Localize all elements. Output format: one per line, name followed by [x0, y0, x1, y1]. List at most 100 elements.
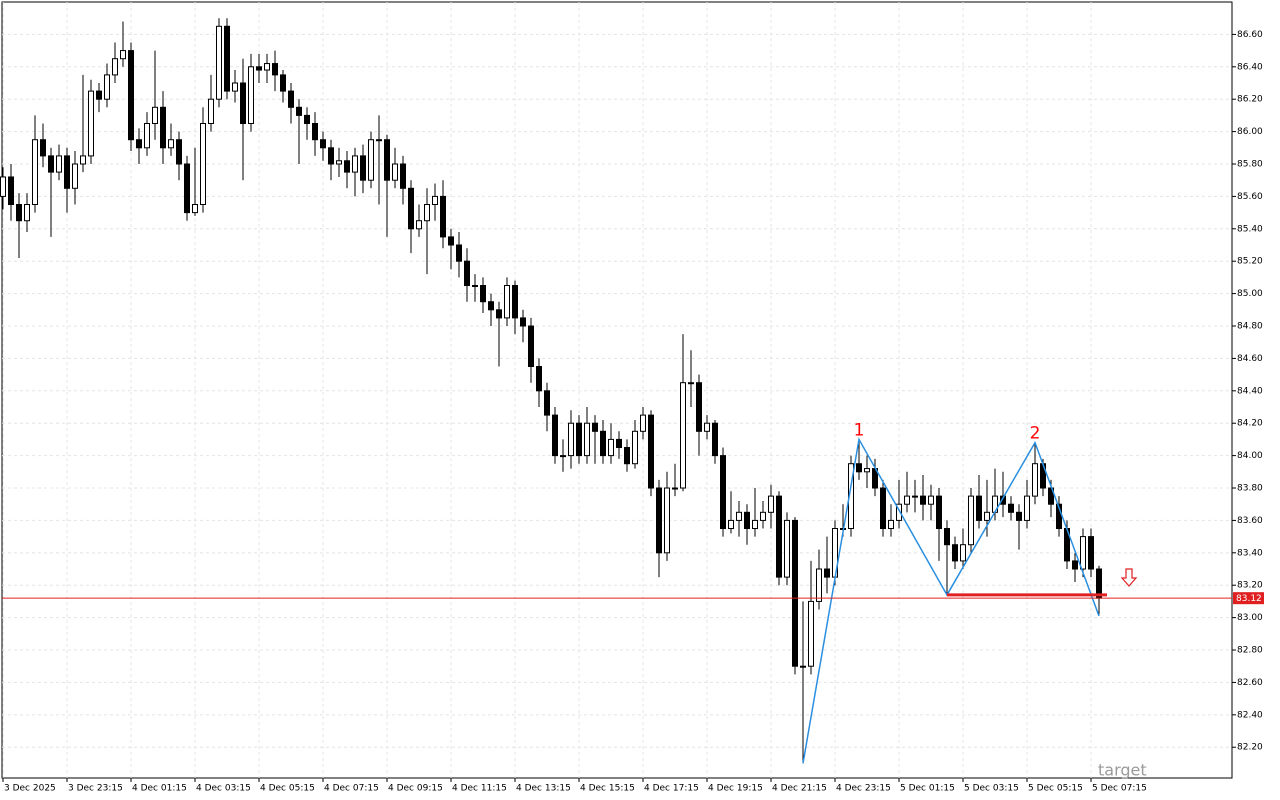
candle-body [224, 25, 230, 92]
candle-body [272, 63, 278, 76]
candle-body [688, 382, 694, 385]
candle-body [1000, 495, 1006, 505]
candle-body [456, 244, 462, 262]
y-tick-label: 83.60 [1237, 516, 1263, 526]
candle-body [104, 74, 110, 100]
candle-body [568, 422, 574, 457]
candle-body [192, 204, 198, 214]
candle-body [696, 382, 702, 432]
y-tick-label: 84.40 [1237, 386, 1263, 396]
grid [2, 2, 1232, 778]
candle-body [152, 106, 158, 125]
plot-frame [1, 1, 1233, 779]
y-tick-label: 85.60 [1237, 192, 1263, 202]
candle-body [824, 568, 830, 578]
candle-body [968, 495, 974, 546]
candle-body [888, 519, 894, 530]
candle-body [592, 422, 598, 432]
candle-body [392, 163, 398, 181]
candle-body [120, 50, 126, 60]
x-tick-label: 4 Dec 19:15 [708, 784, 763, 794]
x-tick-label: 4 Dec 11:15 [452, 784, 507, 794]
candle-body [424, 204, 430, 222]
y-tick-label: 84.60 [1237, 354, 1263, 364]
candle-body [416, 220, 422, 230]
candle-body [376, 139, 382, 142]
candle-body [808, 600, 814, 667]
candle-body [1072, 560, 1078, 570]
candle-body [136, 139, 142, 149]
candle-body [768, 495, 774, 513]
price-label: 83.12 [1236, 594, 1262, 604]
candle-body [448, 236, 454, 246]
x-tick-label: 4 Dec 09:15 [388, 784, 443, 794]
x-tick-label: 4 Dec 03:15 [196, 784, 251, 794]
candle-body [496, 309, 502, 319]
candle-body [704, 422, 710, 432]
candle-body [344, 160, 350, 173]
candle-body [112, 58, 118, 76]
candle-body [792, 519, 798, 667]
y-tick-label: 85.40 [1237, 224, 1263, 234]
candle-body [216, 25, 222, 100]
candle-body [440, 195, 446, 238]
candle-body [24, 204, 30, 222]
candle-body [400, 163, 406, 189]
candle-body [560, 455, 566, 458]
candle-body [256, 66, 262, 71]
candle-body [712, 422, 718, 457]
candle-body [40, 139, 46, 157]
candle-body [240, 82, 246, 125]
candle-body [472, 285, 478, 288]
y-tick-label: 85.80 [1237, 160, 1263, 170]
y-tick-label: 84.20 [1237, 419, 1263, 429]
candle-body [880, 487, 886, 530]
candle-body [928, 495, 934, 505]
candle-body [32, 139, 38, 206]
x-tick-label: 3 Dec 23:15 [68, 784, 123, 794]
candle-body [912, 495, 918, 498]
candle-body [1032, 463, 1038, 497]
sell-arrow [1120, 568, 1138, 587]
candle-body [160, 106, 166, 149]
annotation-text: target [1098, 761, 1147, 780]
candle-body [816, 568, 822, 602]
candle-body [760, 511, 766, 521]
candle-body [432, 195, 438, 206]
candle-body [88, 90, 94, 157]
x-tick-label: 4 Dec 23:15 [836, 784, 891, 794]
candle-body [408, 187, 414, 230]
candle-body [664, 487, 670, 554]
candle-body [744, 511, 750, 530]
candle-body [320, 139, 326, 149]
candle-body [504, 285, 510, 319]
candle-body [288, 90, 294, 108]
candle-body [544, 390, 550, 416]
candle-body [280, 74, 286, 92]
y-tick-label: 82.60 [1237, 678, 1263, 688]
x-tick-label: 4 Dec 07:15 [324, 784, 379, 794]
candle-body [168, 139, 174, 149]
candle-body [800, 665, 806, 668]
candle-body [512, 285, 518, 319]
x-tick-label: 4 Dec 01:15 [132, 784, 187, 794]
candle-body [336, 160, 342, 165]
candle-body [896, 503, 902, 521]
candle-body [488, 301, 494, 311]
candle-body [624, 447, 630, 465]
candle-body [72, 163, 78, 189]
candle-body [208, 98, 214, 125]
candle-body [1088, 536, 1094, 570]
candle-body [64, 155, 70, 189]
candle-body [96, 90, 102, 100]
y-tick-label: 83.20 [1237, 581, 1263, 591]
candle-body [936, 495, 942, 530]
candle-body [56, 155, 62, 173]
candle-body [264, 63, 270, 71]
candle-body [952, 544, 958, 562]
candle-body [776, 495, 782, 578]
x-tick-label: 5 Dec 05:15 [1028, 784, 1083, 794]
candle-body [616, 438, 622, 449]
candle-body [1080, 536, 1086, 570]
